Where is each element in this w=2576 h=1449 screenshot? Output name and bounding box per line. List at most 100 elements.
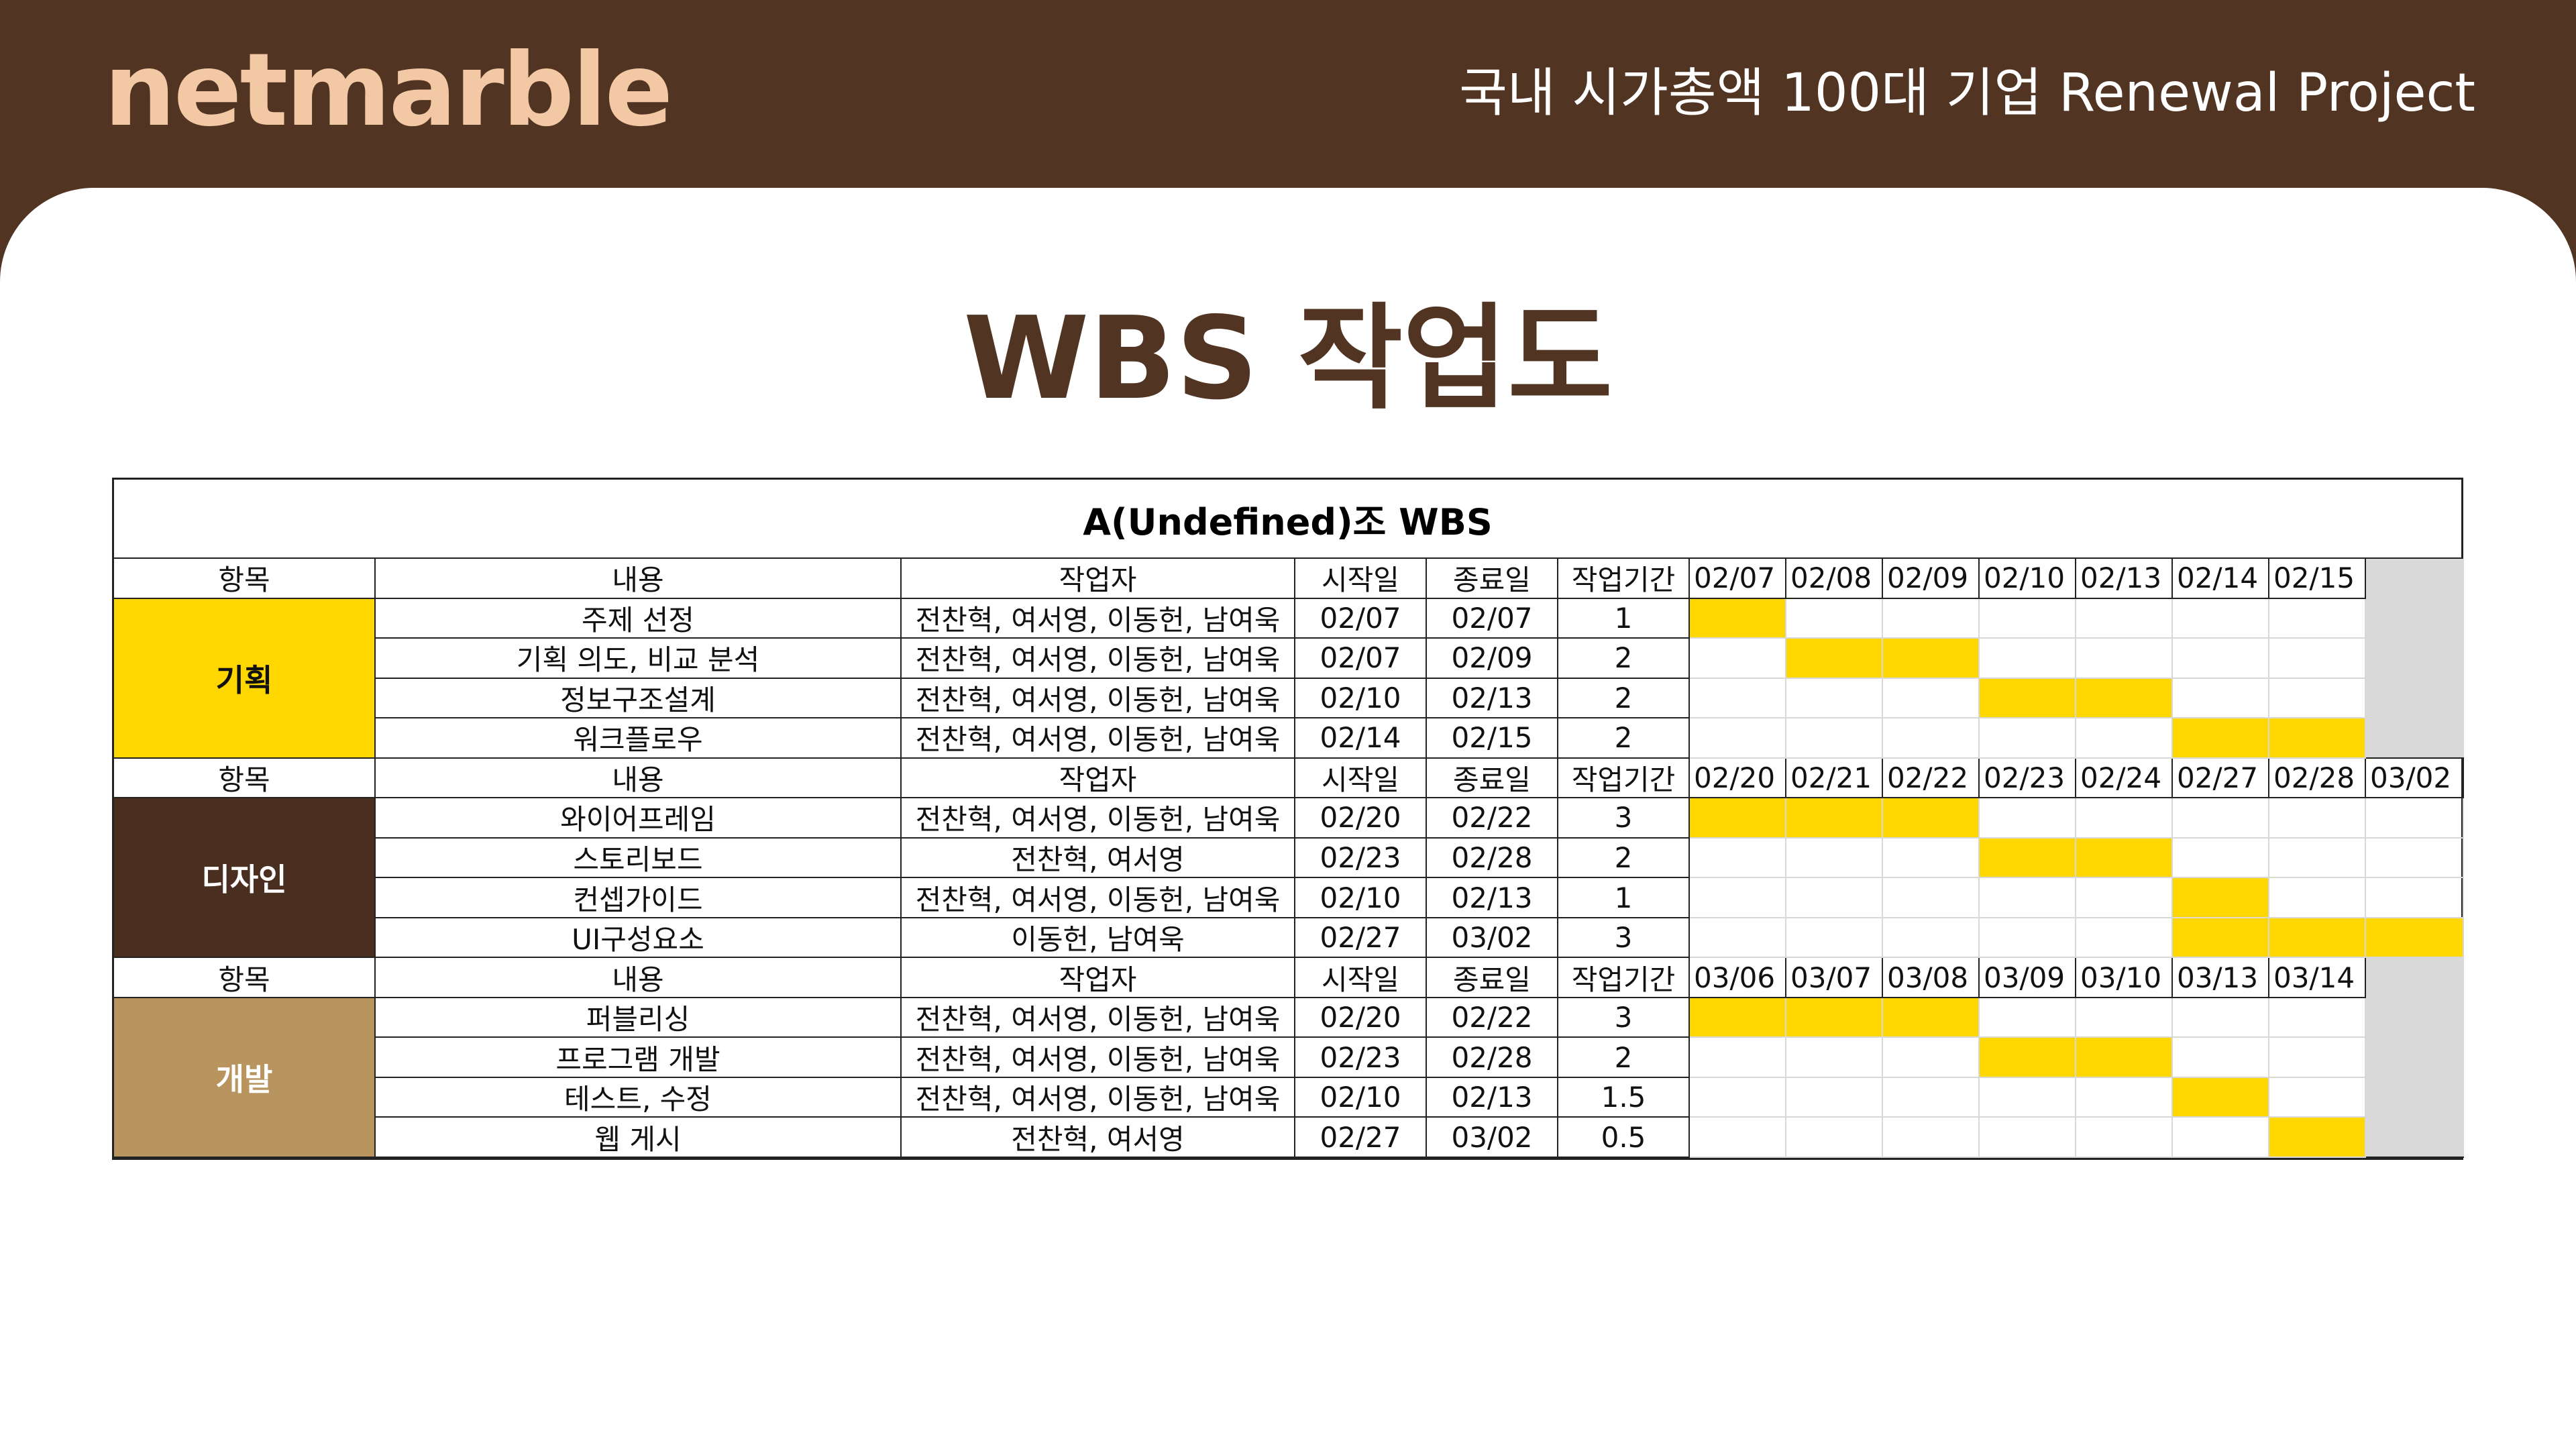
- gantt-cell: [1690, 798, 1786, 839]
- date-header: 03/14: [2269, 958, 2366, 998]
- date-header: 02/20: [1690, 758, 1786, 799]
- task-content: 스토리보드: [376, 838, 902, 879]
- task-duration: 3: [1558, 918, 1690, 959]
- task-content: 웹 게시: [376, 1118, 902, 1158]
- gantt-cell: [2366, 878, 2464, 918]
- header-duration: 작업기간: [1558, 559, 1690, 599]
- gantt-cell: [2076, 678, 2173, 719]
- date-header: 03/09: [1980, 958, 2076, 998]
- gantt-cell: [1786, 838, 1883, 879]
- gantt-cell: [1883, 639, 1980, 679]
- gantt-cell: [2269, 598, 2366, 639]
- gantt-cell: [2269, 678, 2366, 719]
- task-end-date: 02/07: [1427, 598, 1558, 639]
- task-start-date: 02/23: [1295, 838, 1427, 879]
- date-header: 02/28: [2269, 758, 2366, 799]
- gantt-cell: [2173, 798, 2269, 839]
- gantt-cell: [1883, 718, 1980, 759]
- gantt-cell: [2076, 718, 2173, 759]
- task-duration: 2: [1558, 639, 1690, 679]
- gantt-cell: [1786, 678, 1883, 719]
- task-start-date: 02/27: [1295, 918, 1427, 959]
- gantt-cell: [2269, 1118, 2366, 1158]
- gantt-cell: [1980, 918, 2076, 959]
- task-duration: 2: [1558, 838, 1690, 879]
- task-end-date: 02/13: [1427, 1077, 1558, 1118]
- header-end: 종료일: [1427, 559, 1558, 599]
- date-header: 02/15: [2269, 559, 2366, 599]
- gantt-filler: [2366, 559, 2464, 759]
- gantt-cell: [2076, 1038, 2173, 1078]
- task-assignee: 전찬혁, 여서영: [902, 838, 1295, 879]
- date-header: 02/09: [1883, 559, 1980, 599]
- gantt-cell: [2269, 878, 2366, 918]
- task-start-date: 02/27: [1295, 1118, 1427, 1158]
- task-end-date: 02/09: [1427, 639, 1558, 679]
- gantt-cell: [1786, 1118, 1883, 1158]
- gantt-cell: [1786, 798, 1883, 839]
- gantt-cell: [1883, 1118, 1980, 1158]
- date-header: 03/08: [1883, 958, 1980, 998]
- gantt-cell: [1980, 718, 2076, 759]
- task-end-date: 03/02: [1427, 1118, 1558, 1158]
- header-start: 시작일: [1295, 958, 1427, 998]
- task-duration: 1: [1558, 878, 1690, 918]
- task-assignee: 전찬혁, 여서영, 이동헌, 남여욱: [902, 1038, 1295, 1078]
- task-assignee: 전찬혁, 여서영, 이동헌, 남여욱: [902, 878, 1295, 918]
- header-end: 종료일: [1427, 758, 1558, 799]
- task-start-date: 02/10: [1295, 878, 1427, 918]
- header-category: 항목: [114, 758, 376, 799]
- task-content: 기획 의도, 비교 분석: [376, 639, 902, 679]
- task-duration: 1.5: [1558, 1077, 1690, 1118]
- wbs-table-title: A(Undefined)조 WBS: [114, 480, 2461, 559]
- gantt-cell: [2173, 718, 2269, 759]
- gantt-cell: [1786, 998, 1883, 1038]
- task-content: 컨셉가이드: [376, 878, 902, 918]
- task-duration: 1: [1558, 598, 1690, 639]
- task-start-date: 02/10: [1295, 678, 1427, 719]
- date-header: 02/21: [1786, 758, 1883, 799]
- task-start-date: 02/14: [1295, 718, 1427, 759]
- gantt-cell: [1690, 1118, 1786, 1158]
- task-end-date: 02/22: [1427, 998, 1558, 1038]
- gantt-cell: [2076, 918, 2173, 959]
- date-header: 02/13: [2076, 559, 2173, 599]
- gantt-cell: [1786, 639, 1883, 679]
- header-category: 항목: [114, 958, 376, 998]
- header-content: 내용: [376, 758, 902, 799]
- gantt-cell: [2173, 998, 2269, 1038]
- task-duration: 0.5: [1558, 1118, 1690, 1158]
- date-header: 03/06: [1690, 958, 1786, 998]
- task-start-date: 02/20: [1295, 998, 1427, 1038]
- task-duration: 2: [1558, 678, 1690, 719]
- task-content: UI구성요소: [376, 918, 902, 959]
- gantt-cell: [1786, 1077, 1883, 1118]
- task-assignee: 전찬혁, 여서영, 이동헌, 남여욱: [902, 1077, 1295, 1118]
- task-end-date: 02/28: [1427, 838, 1558, 879]
- gantt-cell: [1690, 838, 1786, 879]
- task-end-date: 03/02: [1427, 918, 1558, 959]
- gantt-cell: [1786, 598, 1883, 639]
- gantt-cell: [2076, 1118, 2173, 1158]
- gantt-cell: [1883, 1038, 1980, 1078]
- category-label: 디자인: [114, 798, 376, 959]
- gantt-cell: [1690, 1077, 1786, 1118]
- wbs-grid: 항목 내용 작업자 시작일 종료일 작업기간 02/07 02/08 02/09 02/10 02/…: [114, 559, 2464, 1158]
- gantt-cell: [2173, 1118, 2269, 1158]
- gantt-cell: [1980, 598, 2076, 639]
- gantt-cell: [2173, 1038, 2269, 1078]
- gantt-cell: [2366, 798, 2464, 839]
- task-content: 주제 선정: [376, 598, 902, 639]
- task-content: 퍼블리싱: [376, 998, 902, 1038]
- gantt-cell: [1980, 878, 2076, 918]
- gantt-cell: [2269, 918, 2366, 959]
- gantt-cell: [1980, 998, 2076, 1038]
- header-duration: 작업기간: [1558, 958, 1690, 998]
- date-header: 02/08: [1786, 559, 1883, 599]
- gantt-cell: [1883, 838, 1980, 879]
- header-start: 시작일: [1295, 758, 1427, 799]
- task-content: 와이어프레임: [376, 798, 902, 839]
- header-assignee: 작업자: [902, 559, 1295, 599]
- task-assignee: 전찬혁, 여서영, 이동헌, 남여욱: [902, 718, 1295, 759]
- gantt-cell: [2076, 598, 2173, 639]
